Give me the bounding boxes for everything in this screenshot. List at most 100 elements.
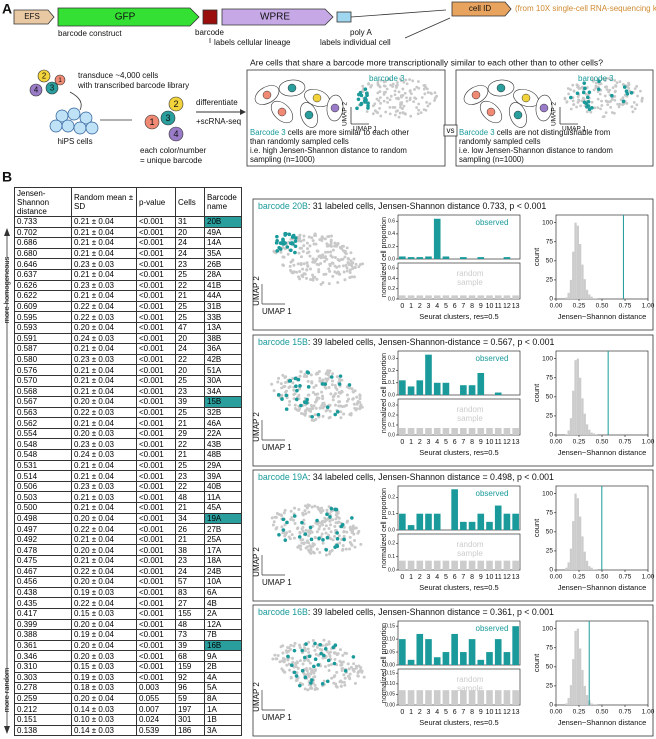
umap-point xyxy=(302,262,306,266)
x-tick-label: 0.25 xyxy=(573,709,586,716)
table-row: 0.622 0.21 ± 0.04 <0.001 21 44A xyxy=(14,290,242,302)
y-tick-label: 0 xyxy=(549,296,553,303)
umap-point xyxy=(389,83,393,87)
histogram-bar xyxy=(585,695,589,705)
table-cell: 0.686 xyxy=(14,237,72,249)
umap-point xyxy=(298,387,302,391)
table-cell: 12A xyxy=(204,618,242,631)
histogram-bar xyxy=(572,390,575,435)
table-row: 0.475 0.21 ± 0.04 <0.001 23 18A xyxy=(14,555,242,567)
x-tick-label: 9 xyxy=(479,303,483,310)
umap-point xyxy=(321,378,325,382)
umap-point xyxy=(302,238,306,242)
umap-point xyxy=(603,78,607,82)
hypothesis-box xyxy=(246,69,446,167)
umap-point xyxy=(280,667,284,671)
table-cell: 7B xyxy=(204,629,242,641)
umap-point-barcode xyxy=(297,683,302,688)
umap-point xyxy=(337,534,341,538)
histogram-bar xyxy=(576,358,579,435)
table-cell: 11A xyxy=(204,491,242,504)
umap-point xyxy=(328,264,332,268)
y-tick-label: 0.6 xyxy=(388,219,395,225)
umap-point xyxy=(277,376,281,380)
wpre-label: WPRE xyxy=(260,12,290,23)
umap-point xyxy=(289,260,293,264)
umap-point xyxy=(331,395,335,399)
histogram-bar xyxy=(583,551,586,570)
panel-label: A xyxy=(2,1,12,17)
title-part: : 34 labeled cells, Jensen-Shannon dista… xyxy=(308,472,554,482)
table-cell: 34 xyxy=(175,512,205,525)
umap-point xyxy=(311,239,315,243)
bar xyxy=(468,428,476,435)
umap-point xyxy=(386,100,390,104)
umap-point xyxy=(275,512,279,516)
umap-point xyxy=(639,89,642,93)
table-cell: 0.595 xyxy=(14,311,72,323)
table-cell: 0.21 ± 0.03 xyxy=(71,491,137,504)
y-tick-label: 25 xyxy=(546,413,554,420)
table-cell: 25A xyxy=(204,533,242,546)
umap-point-barcode xyxy=(303,532,308,536)
bar xyxy=(512,690,519,705)
barcode-element xyxy=(202,9,218,25)
bar xyxy=(477,513,485,530)
efs-label: EFS xyxy=(24,12,40,21)
bar xyxy=(399,560,406,570)
umap-point-barcode xyxy=(304,642,308,646)
umap-point xyxy=(322,401,326,405)
umap-point-barcode xyxy=(347,383,352,387)
table-cell: Cells xyxy=(175,187,205,217)
table-cell: 0.310 xyxy=(14,660,72,673)
umap-point xyxy=(567,92,571,96)
description: sampling (n=1000) xyxy=(459,155,524,164)
table-cell: 0.23 ± 0.03 xyxy=(71,353,137,366)
umap-point xyxy=(351,397,355,401)
umap-point-barcode xyxy=(333,412,338,417)
table-row: 0.680 0.21 ± 0.04 <0.001 24 35A xyxy=(14,247,242,260)
umap-point xyxy=(580,85,584,89)
table-cell: 0.399 xyxy=(14,618,72,631)
umap-point xyxy=(335,670,339,674)
umap-point xyxy=(297,507,301,511)
umap-point xyxy=(352,662,356,666)
umap-point xyxy=(300,541,304,545)
umap-point xyxy=(382,80,386,84)
umap-point-barcode xyxy=(596,87,601,92)
umap-point xyxy=(343,404,347,408)
umap-point xyxy=(351,261,355,265)
umap-point xyxy=(327,663,331,667)
umap-point xyxy=(337,516,341,520)
x-tick-label: 13 xyxy=(512,303,520,310)
vs-label: vs xyxy=(447,126,455,135)
histogram-bar xyxy=(588,566,591,570)
umap-point xyxy=(327,505,331,509)
table-cell: <0.001 xyxy=(136,459,176,472)
x-tick-label: 11 xyxy=(495,439,502,446)
umap-point-barcode xyxy=(313,657,318,661)
x-tick-label: 12 xyxy=(503,303,511,310)
title-part: : 31 labeled cells, Jensen-Shannon dista… xyxy=(308,201,547,211)
x-tick-label: 1.00 xyxy=(642,303,655,310)
umap-point xyxy=(300,527,304,531)
umap-point xyxy=(339,410,343,414)
umap-point-barcode xyxy=(569,95,573,100)
cell-id-note: (from 10X single-cell RNA-sequencing kit… xyxy=(515,4,656,13)
bar xyxy=(407,386,415,395)
umap-point xyxy=(323,385,327,389)
umap-point xyxy=(569,88,572,91)
umap-point xyxy=(627,81,630,85)
table-cell: 83 xyxy=(175,586,205,599)
umap-point xyxy=(317,268,321,272)
umap-point-barcode xyxy=(357,92,361,97)
umap-point xyxy=(284,390,288,394)
barcode-cell xyxy=(45,81,59,95)
umap-point-barcode xyxy=(335,544,340,549)
table-cell: 0.388 xyxy=(14,629,72,641)
umap-point-barcode xyxy=(621,99,626,104)
bar xyxy=(460,385,467,395)
table-cell: 14A xyxy=(204,237,242,249)
histogram-bar xyxy=(574,630,577,705)
umap-point-barcode xyxy=(309,681,313,685)
